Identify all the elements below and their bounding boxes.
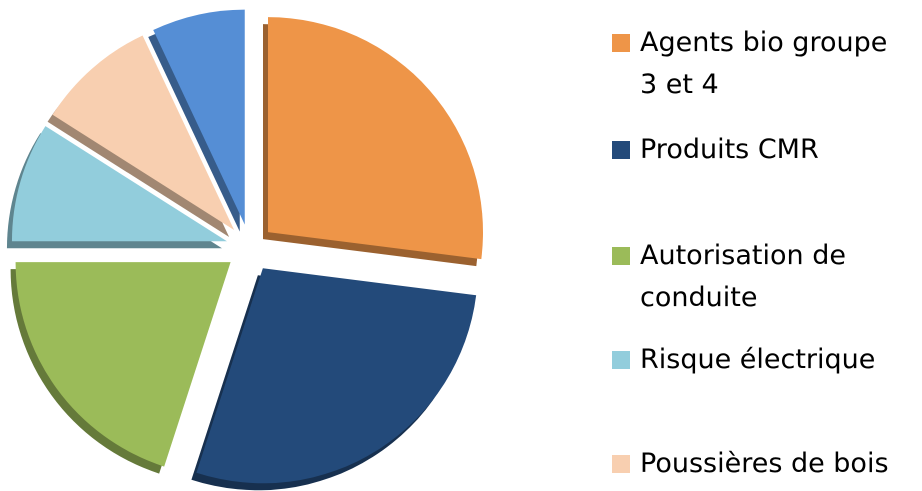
legend-label: Agents bio groupe 3 et 4 bbox=[640, 27, 888, 100]
slice bbox=[263, 17, 484, 267]
legend-item: Produits CMR bbox=[612, 129, 912, 171]
legend-item: Agents bio groupe 3 et 4 bbox=[612, 22, 912, 106]
slice bbox=[6, 126, 227, 249]
legend-item: Risque électrique bbox=[612, 339, 912, 381]
slice-top bbox=[153, 9, 245, 225]
slice-top bbox=[15, 262, 231, 467]
slice bbox=[191, 268, 477, 491]
legend-label: Autorisation de conduite bbox=[640, 240, 846, 313]
slice-top bbox=[268, 17, 484, 260]
slice bbox=[148, 9, 245, 232]
legend-label: Produits CMR bbox=[640, 134, 819, 165]
slice-top bbox=[52, 35, 235, 230]
pie-area bbox=[6, 9, 484, 491]
legend-label: Poussières de bois bbox=[640, 448, 889, 479]
legend-swatch bbox=[612, 247, 630, 265]
legend-swatch bbox=[612, 351, 630, 369]
legend-swatch bbox=[612, 34, 630, 52]
legend-label: Risque électrique bbox=[640, 344, 876, 375]
slice bbox=[47, 35, 235, 237]
legend-item: Poussières de bois bbox=[612, 443, 912, 485]
legend-swatch bbox=[612, 455, 630, 473]
legend-item: Autorisation de conduite bbox=[612, 235, 912, 319]
slice-top bbox=[196, 268, 477, 484]
legend-swatch bbox=[612, 141, 630, 159]
slice-top bbox=[11, 126, 227, 242]
slice bbox=[10, 262, 231, 474]
